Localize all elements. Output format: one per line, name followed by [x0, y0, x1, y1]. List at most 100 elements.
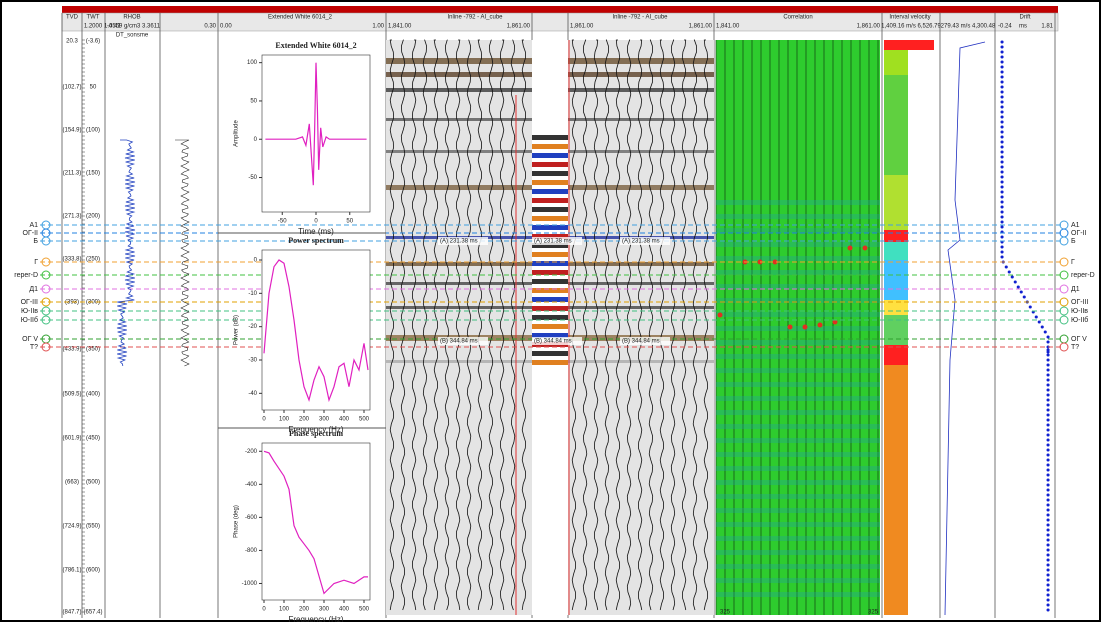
tvd-label: (102.7) — [62, 85, 81, 91]
tvd-label: (663) — [65, 480, 79, 486]
tvd-label: (786.1) — [62, 568, 81, 574]
header-value: 1,841.00 — [716, 24, 740, 30]
correlation-band — [716, 466, 880, 471]
twt-label: (200) — [86, 214, 100, 220]
y-tick-label: 50 — [250, 99, 257, 105]
pick-label: (A) 231.38 ms — [622, 239, 660, 245]
horizon-label: Д1 — [1071, 286, 1080, 293]
correlation-band — [716, 382, 880, 387]
synthetic-event — [532, 189, 568, 194]
twt-label: (500) — [86, 480, 100, 486]
y-tick-label: -600 — [245, 515, 258, 521]
column-header: Drift — [1020, 15, 1031, 21]
x-tick-label: 300 — [319, 417, 330, 423]
seismic-event — [386, 118, 532, 121]
synthetic-event — [532, 279, 568, 284]
synthetic-event — [532, 270, 568, 275]
velocity-top — [884, 40, 934, 50]
horizon-label: A1 — [29, 222, 38, 229]
correlation-pick — [863, 246, 868, 251]
correlation-band — [716, 480, 880, 485]
correlation-band — [716, 536, 880, 541]
twt-label: (600) — [86, 568, 100, 574]
horizon-label: Д1 — [29, 286, 38, 293]
header-value: 279.43 m/s 4,300.48 — [941, 24, 996, 30]
y-tick-label: -20 — [248, 324, 257, 330]
correlation-band — [716, 368, 880, 373]
correlation-pick — [788, 325, 793, 330]
x-tick-label: 400 — [339, 607, 350, 613]
tvd-label: (601.9) — [62, 436, 81, 442]
correlation-band — [716, 340, 880, 345]
correlation-band — [716, 522, 880, 527]
twt-label: (400) — [86, 392, 100, 398]
tvd-label: (509.5) — [62, 392, 81, 398]
tvd-label: (847.7) — [62, 610, 81, 616]
x-axis-label: Time (ms) — [298, 227, 334, 236]
tvd-label: (154.9) — [62, 128, 81, 134]
header-value: 1,841.00 — [388, 24, 412, 30]
column-header: TWT — [87, 15, 100, 21]
y-tick-label: -200 — [245, 449, 258, 455]
horizon-label: T? — [1071, 344, 1079, 351]
synthetic-event — [532, 360, 568, 365]
chart-title: Extended White 6014_2 — [275, 41, 356, 50]
plot-area — [262, 250, 370, 410]
x-tick-label: 500 — [359, 417, 370, 423]
twt-label: (657.4) — [83, 610, 102, 616]
correlation-band — [716, 200, 880, 205]
y-tick-label: -50 — [248, 175, 257, 181]
tvd-label: (724.9) — [62, 524, 81, 530]
y-tick-label: 100 — [247, 60, 258, 66]
synthetic-event — [532, 216, 568, 221]
column-header: RHOB — [123, 15, 140, 21]
header-value: 1,861.00 — [507, 24, 531, 30]
horizon-label: Ю-IIв — [1071, 308, 1088, 315]
y-tick-label: -400 — [245, 482, 258, 488]
horizon-label: ОГ-II — [1071, 230, 1087, 237]
correlation-pick — [718, 313, 723, 318]
seismic-event — [386, 150, 532, 153]
correlation-band — [716, 214, 880, 219]
correlation-band — [716, 438, 880, 443]
y-tick-label: -40 — [248, 391, 257, 397]
correlation-band — [716, 424, 880, 429]
correlation-band — [716, 494, 880, 499]
horizon-label: reper-D — [1071, 272, 1095, 279]
synthetic-event — [532, 252, 568, 257]
synthetic-event — [532, 162, 568, 167]
pick-label: (B) 344.84 ms — [622, 339, 660, 345]
seismic-event — [386, 88, 532, 92]
y-axis-label: Power (dB) — [234, 315, 240, 345]
tvd-label: (211.3) — [63, 171, 82, 177]
column-header: Correlation — [783, 15, 812, 21]
correlation-band — [716, 228, 880, 233]
header-value: 1,861.00 — [689, 24, 713, 30]
chart-title: Power spectrum — [288, 236, 344, 245]
correlation-band — [716, 410, 880, 415]
synthetic-event — [532, 180, 568, 185]
synthetic-event — [532, 306, 568, 311]
seismic-event — [568, 88, 714, 92]
x-tick-label: -50 — [278, 219, 287, 225]
correlation-band — [716, 396, 880, 401]
velocity-block — [884, 175, 908, 230]
synthetic-event — [532, 225, 568, 230]
correlation-band — [716, 452, 880, 457]
horizon-label: ОГ-III — [21, 299, 38, 306]
correlation-band — [716, 354, 880, 359]
header-value: 1.00 — [372, 24, 384, 30]
synthetic-event — [532, 153, 568, 158]
horizon-label: Ю-IIб — [1071, 316, 1088, 324]
column-header: Extended White 6014_2 — [268, 15, 333, 21]
twt-label: 50 — [90, 85, 97, 91]
velocity-block — [884, 260, 908, 300]
x-tick-label: 50 — [346, 219, 353, 225]
correlation-band — [716, 550, 880, 555]
log-name: DT_sonsme — [116, 33, 149, 39]
y-tick-label: -10 — [248, 291, 257, 297]
horizon-label: ОГ V — [1071, 336, 1087, 343]
synthetic-event — [532, 351, 568, 356]
header-value: 1,861.00 — [857, 24, 881, 30]
correlation-pick — [848, 246, 853, 251]
